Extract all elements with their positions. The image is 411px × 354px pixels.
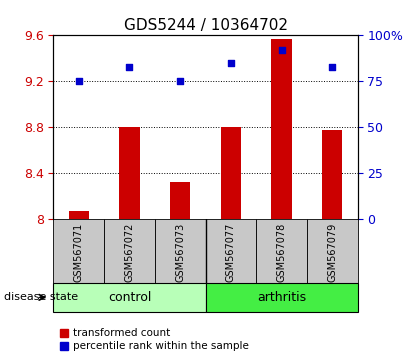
Text: GSM567073: GSM567073 (175, 223, 185, 282)
Text: GSM567071: GSM567071 (74, 223, 84, 282)
FancyBboxPatch shape (53, 283, 206, 312)
FancyBboxPatch shape (53, 219, 104, 283)
Text: GSM567077: GSM567077 (226, 223, 236, 282)
Text: disease state: disease state (4, 292, 78, 302)
Bar (170, 182, 190, 219)
Point (126, 64, 133, 69)
FancyBboxPatch shape (104, 219, 155, 283)
Text: GSM567078: GSM567078 (277, 223, 286, 282)
Bar (221, 127, 241, 219)
Point (177, 79, 183, 84)
Bar (322, 130, 342, 219)
Text: GSM567079: GSM567079 (327, 223, 337, 282)
FancyBboxPatch shape (155, 219, 206, 283)
Bar (271, 39, 292, 219)
FancyBboxPatch shape (256, 219, 307, 283)
Text: control: control (108, 291, 151, 304)
Point (329, 64, 335, 69)
Bar (69, 211, 89, 219)
Text: arthritis: arthritis (257, 291, 306, 304)
FancyBboxPatch shape (206, 219, 256, 283)
Point (278, 47, 285, 53)
Title: GDS5244 / 10364702: GDS5244 / 10364702 (123, 18, 288, 33)
FancyBboxPatch shape (206, 283, 358, 312)
FancyBboxPatch shape (307, 219, 358, 283)
Point (228, 60, 234, 66)
Point (76, 79, 82, 84)
Bar (119, 127, 140, 219)
Text: GSM567072: GSM567072 (125, 223, 134, 282)
Legend: transformed count, percentile rank within the sample: transformed count, percentile rank withi… (59, 327, 250, 352)
